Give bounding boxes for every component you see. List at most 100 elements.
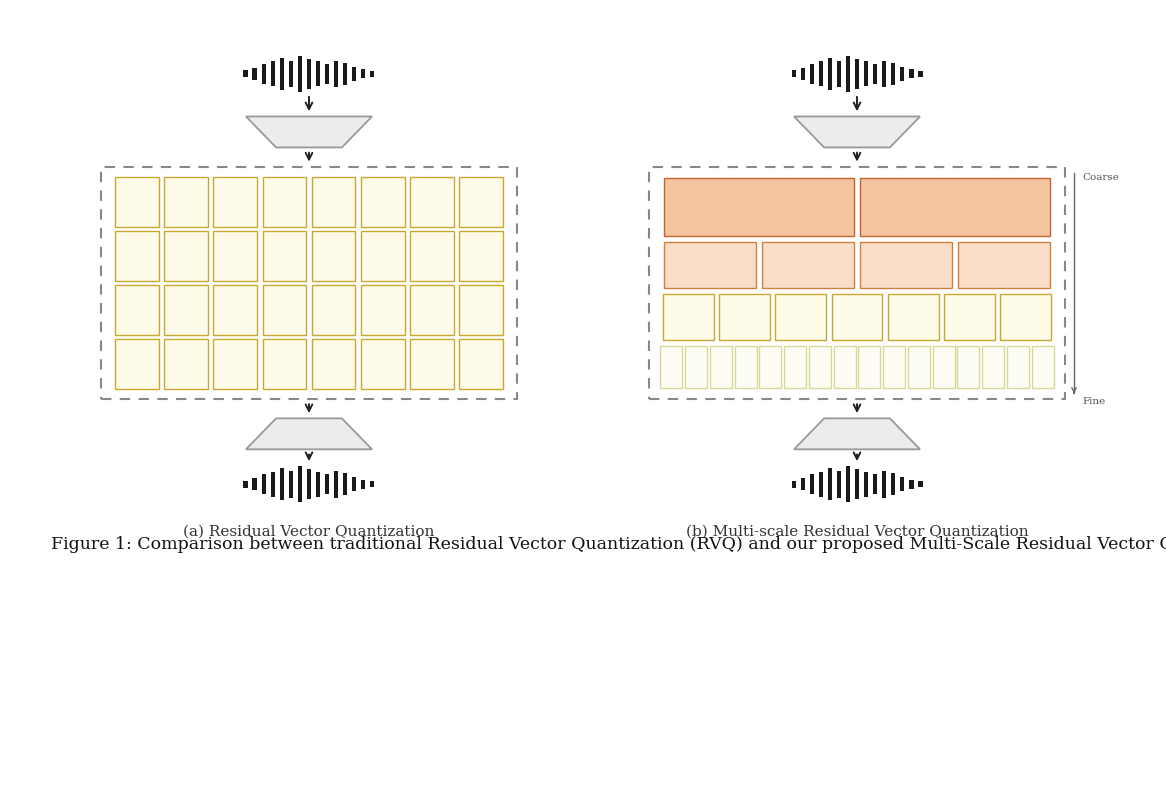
Bar — [343, 63, 347, 85]
Bar — [288, 60, 294, 87]
Bar — [899, 477, 905, 491]
Bar — [792, 481, 796, 488]
Bar — [262, 285, 307, 335]
Bar — [763, 242, 854, 287]
Bar — [801, 478, 806, 490]
Polygon shape — [794, 418, 920, 449]
Bar — [459, 177, 503, 227]
Bar — [908, 346, 930, 388]
Bar — [115, 339, 159, 389]
Bar — [307, 469, 311, 499]
Bar — [784, 346, 806, 388]
Bar — [164, 177, 208, 227]
Bar — [1000, 294, 1051, 340]
Bar — [370, 71, 374, 77]
Bar — [351, 67, 357, 81]
Bar — [801, 67, 806, 80]
Bar — [883, 346, 905, 388]
Bar — [333, 60, 338, 87]
Bar — [311, 230, 356, 281]
Bar — [828, 468, 833, 501]
Bar — [858, 346, 880, 388]
Text: Figure 1: Comparison between traditional Residual Vector Quantization (RVQ) and : Figure 1: Comparison between traditional… — [51, 535, 1166, 553]
Bar — [855, 469, 859, 499]
Text: Fine: Fine — [1083, 397, 1107, 406]
Bar — [271, 472, 275, 497]
Bar — [316, 472, 321, 497]
Bar — [899, 67, 905, 81]
Bar — [115, 230, 159, 281]
Text: (b) Multi-scale Residual Vector Quantization: (b) Multi-scale Residual Vector Quantiza… — [686, 524, 1028, 539]
Bar — [845, 56, 850, 92]
Bar — [855, 59, 859, 89]
Bar — [944, 294, 995, 340]
Bar — [845, 466, 850, 502]
Bar — [735, 346, 757, 388]
Bar — [351, 477, 357, 491]
Bar — [324, 474, 330, 494]
Bar — [333, 470, 338, 497]
Bar — [775, 294, 827, 340]
Bar — [262, 230, 307, 281]
Bar — [253, 478, 258, 490]
Bar — [361, 177, 405, 227]
Bar — [819, 472, 823, 497]
Bar — [311, 177, 356, 227]
Bar — [115, 285, 159, 335]
Bar — [1007, 346, 1028, 388]
Polygon shape — [246, 116, 372, 147]
Bar — [164, 230, 208, 281]
Bar — [872, 474, 878, 494]
Bar — [918, 482, 922, 487]
Bar — [663, 294, 714, 340]
Bar — [831, 294, 883, 340]
Polygon shape — [246, 418, 372, 449]
Bar — [665, 178, 854, 236]
Bar — [809, 346, 831, 388]
Text: Coarse: Coarse — [1083, 173, 1119, 182]
Bar — [297, 466, 302, 502]
Bar — [759, 346, 781, 388]
Bar — [686, 346, 707, 388]
Bar — [164, 285, 208, 335]
Bar — [410, 177, 454, 227]
Bar — [933, 346, 955, 388]
Bar — [316, 62, 321, 86]
Bar — [262, 177, 307, 227]
Bar — [261, 64, 267, 84]
Bar — [891, 63, 895, 85]
Bar — [459, 230, 503, 281]
Bar — [271, 62, 275, 86]
Bar — [343, 474, 347, 495]
Bar — [164, 339, 208, 389]
Bar — [360, 70, 365, 78]
Bar — [244, 481, 248, 488]
Bar — [361, 230, 405, 281]
Bar — [887, 294, 939, 340]
Bar — [115, 177, 159, 227]
Bar — [100, 167, 518, 399]
Bar — [253, 67, 258, 80]
Bar — [660, 346, 682, 388]
Bar — [311, 285, 356, 335]
Bar — [410, 339, 454, 389]
Bar — [872, 64, 878, 84]
Bar — [311, 339, 356, 389]
Bar — [361, 285, 405, 335]
Bar — [918, 71, 922, 77]
Bar — [459, 285, 503, 335]
Bar — [410, 230, 454, 281]
Bar — [213, 339, 257, 389]
Bar — [280, 468, 285, 501]
Text: (a) Residual Vector Quantization: (a) Residual Vector Quantization — [183, 524, 435, 539]
Bar — [809, 64, 815, 84]
Bar — [908, 70, 913, 78]
Bar — [982, 346, 1004, 388]
Bar — [262, 339, 307, 389]
Bar — [261, 474, 267, 494]
Bar — [280, 58, 285, 90]
Bar — [297, 56, 302, 92]
Bar — [244, 70, 248, 78]
Bar — [792, 70, 796, 78]
Bar — [213, 230, 257, 281]
